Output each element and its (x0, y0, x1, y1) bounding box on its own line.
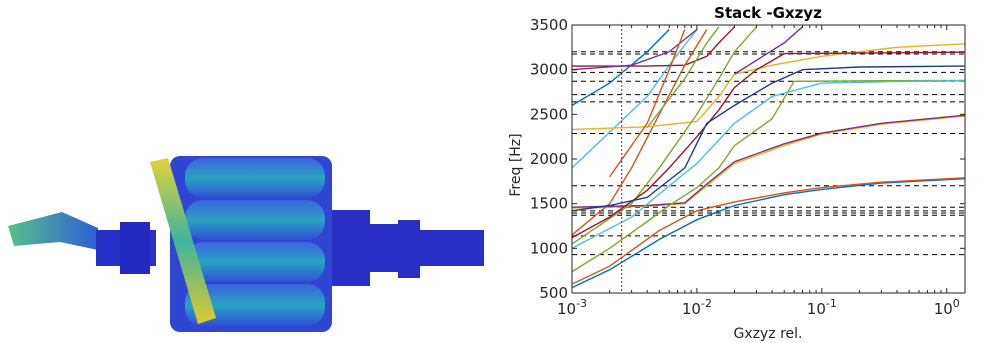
y-tick-label-0: 500 (539, 284, 568, 302)
chart-title: Stack -Gxzyz (714, 4, 822, 22)
y-tick-label-5: 3000 (530, 61, 568, 79)
x-tick-label-0: 10-3 (557, 297, 587, 318)
series-line-9 (571, 43, 966, 131)
y-axis-label: Freq [Hz] (508, 133, 524, 196)
x-tick-label-2: 10-1 (807, 297, 837, 318)
series-line-4 (571, 79, 966, 273)
x-tick-label-3: 100 (934, 297, 960, 318)
series-lines (571, 26, 966, 289)
series-line-12 (571, 80, 966, 249)
beam-left (8, 212, 98, 250)
frequency-chart: Stack -Gxzyz Freq [Hz] Gxzyz rel. 500 100… (508, 4, 966, 342)
axis-ticks: 500 1000 1500 2000 2500 3000 3500 10-3 10-2 10-1 1… (530, 16, 965, 318)
series-line-3 (571, 114, 966, 208)
series-line-7 (571, 29, 670, 107)
series-line-17 (646, 26, 720, 129)
series-line-14 (571, 65, 966, 212)
x-tick-label-1: 10-2 (682, 297, 712, 318)
series-line-10 (571, 28, 698, 71)
series-line-8 (571, 29, 708, 236)
fem-model-image (8, 156, 484, 332)
series-line-5 (571, 29, 698, 169)
series-line-16 (734, 26, 803, 75)
y-tick-label-1: 1000 (530, 239, 568, 257)
y-tick-label-2: 1500 (530, 195, 568, 213)
reference-lines (572, 51, 965, 256)
series-line-13 (571, 51, 966, 239)
series-line-11 (571, 26, 758, 245)
y-tick-label-6: 3500 (530, 16, 568, 34)
x-axis-label: Gxzyz rel. (734, 326, 803, 342)
y-tick-label-4: 2500 (530, 105, 568, 123)
y-tick-label-3: 2000 (530, 150, 568, 168)
series-line-0 (571, 178, 966, 289)
shaft-right (332, 210, 370, 286)
tilted-plate (150, 158, 216, 324)
series-line-15 (609, 29, 686, 178)
series-line-2 (571, 115, 966, 209)
series-line-1 (571, 177, 966, 285)
